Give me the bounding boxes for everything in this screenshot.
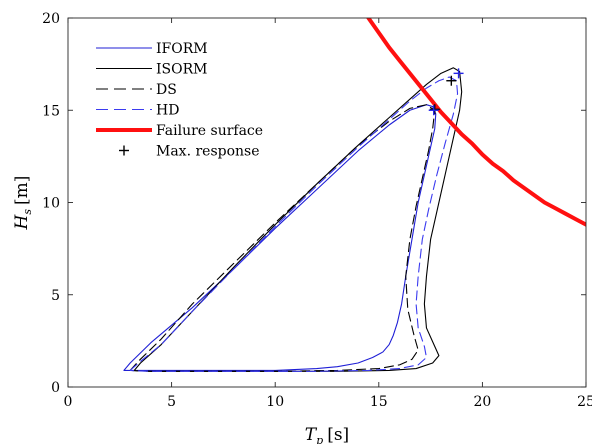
x-tick-label: 5 (167, 394, 176, 410)
legend-label: Max. response (156, 144, 260, 160)
legend-label: ISORM (156, 62, 207, 78)
legend-item-hd: HD (96, 103, 179, 119)
legend-item-iform: IFORM (96, 41, 208, 57)
plot-area (123, 18, 586, 372)
legend-label: HD (156, 103, 179, 119)
max-response-marker (428, 105, 439, 116)
x-tick-label: 15 (370, 394, 388, 410)
y-tick-label: 20 (42, 11, 60, 27)
plot-frame (67, 17, 587, 388)
legend-label: DS (156, 82, 177, 98)
series-line-ds (129, 104, 436, 372)
series-line-isorm (133, 67, 463, 372)
axes: 0 5 10 15 20 25 0 5 10 15 20 Tp [s] Hs[m] (12, 11, 592, 444)
legend-label: IFORM (156, 41, 208, 57)
y-axis-label: Hs[m] (12, 176, 34, 231)
max-response-marker (446, 75, 457, 86)
legend-item-ds: DS (96, 82, 177, 98)
series-line-iform (123, 104, 437, 371)
legend: IFORM ISORM DS HD Failure surface Max. respon… (96, 41, 263, 160)
y-tick-label: 0 (51, 380, 60, 396)
x-tick-label: 25 (577, 394, 592, 410)
max-response-marker (453, 68, 464, 79)
y-tick-label: 5 (51, 288, 60, 304)
series-line-hd (129, 76, 459, 372)
x-tick-label: 20 (473, 394, 491, 410)
x-tick-label: 0 (64, 394, 73, 410)
legend-item-max-response: Max. response (119, 144, 260, 160)
legend-item-isorm: ISORM (96, 62, 207, 78)
y-tick-label: 10 (42, 196, 60, 212)
y-tick-label: 15 (42, 103, 60, 119)
x-axis-label: Tp [s] (305, 425, 349, 444)
legend-label: Failure surface (156, 123, 263, 139)
max-response-marker (429, 104, 440, 115)
series-line-failure-surface (366, 18, 586, 227)
legend-item-failure-surface: Failure surface (96, 123, 263, 139)
x-tick-label: 10 (266, 394, 284, 410)
